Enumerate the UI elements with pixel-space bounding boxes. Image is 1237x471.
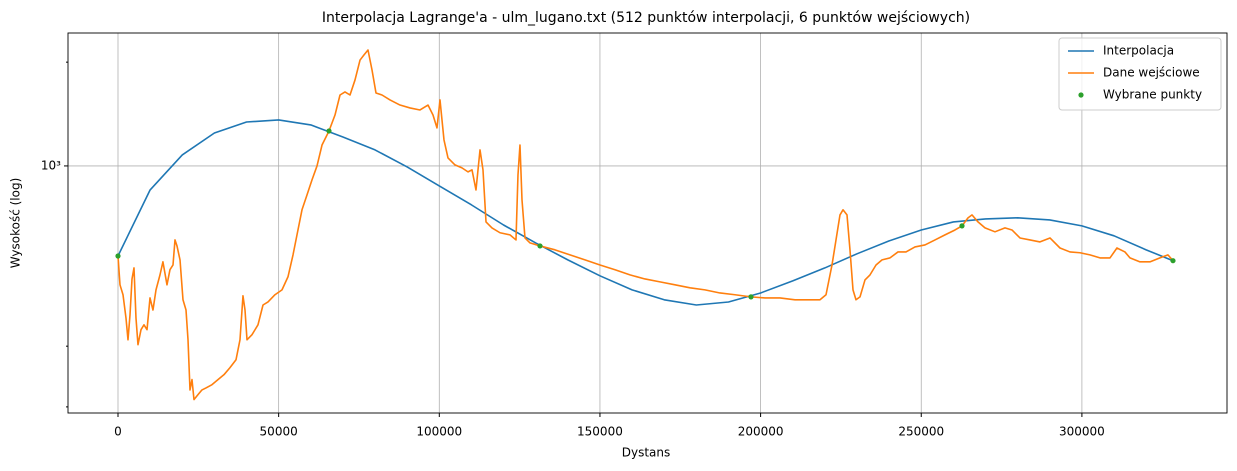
legend: Interpolacja Dane wejściowe Wybrane punkty — [1058, 37, 1222, 111]
data-point — [748, 294, 754, 300]
legend-marker — [1078, 92, 1084, 98]
series-line — [117, 119, 1174, 306]
data-point — [326, 128, 332, 134]
y-tick-label: 10³ — [41, 158, 61, 172]
x-tick-label: 0 — [114, 425, 122, 439]
legend-label: Dane wejściowe — [1103, 66, 1200, 80]
x-axis-label: Dystans — [622, 446, 671, 460]
x-tick-label: 200000 — [738, 425, 784, 439]
x-tick-label: 250000 — [898, 425, 944, 439]
legend-label: Interpolacja — [1103, 44, 1174, 58]
data-point — [115, 253, 121, 259]
legend-box — [1058, 37, 1222, 111]
series-line — [117, 49, 1174, 401]
x-tick-label: 100000 — [416, 425, 462, 439]
plot-frame — [67, 32, 1228, 414]
chart-title: Interpolacja Lagrange'a - ulm_lugano.txt… — [322, 10, 970, 26]
data-point — [959, 223, 965, 229]
x-tick-label: 50000 — [260, 425, 298, 439]
data-point — [1170, 258, 1176, 264]
x-tick-label: 150000 — [577, 425, 623, 439]
y-axis-label: Wysokość (log) — [9, 178, 23, 269]
data-point — [537, 243, 543, 249]
x-tick-label: 300000 — [1059, 425, 1105, 439]
legend-label: Wybrane punkty — [1103, 88, 1202, 102]
